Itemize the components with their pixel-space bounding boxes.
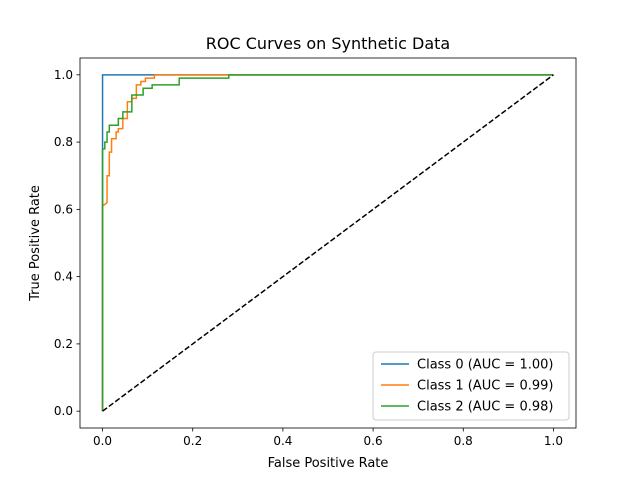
y-axis-ticks: 0.0 0.2 0.4 0.6 0.8 1.0: [54, 68, 80, 418]
legend-items: Class 0 (AUC = 1.00) Class 1 (AUC = 0.99)…: [381, 358, 553, 415]
y-tick-label: 0.6: [54, 202, 73, 216]
x-axis-ticks: 0.0 0.2 0.4 0.6 0.8 1.0: [93, 428, 563, 448]
x-tick-label: 1.0: [544, 434, 563, 448]
y-axis-label: True Positive Rate: [28, 185, 43, 302]
y-tick-label: 0.8: [54, 135, 73, 149]
y-tick-label: 0.0: [54, 404, 73, 418]
legend-label-class-1: Class 1 (AUC = 0.99): [417, 379, 553, 394]
x-tick-label: 0.0: [93, 434, 112, 448]
x-tick-label: 0.4: [273, 434, 292, 448]
series-line-class-1: [101, 74, 554, 412]
plot-area: [79, 57, 577, 429]
chance-diagonal-line: [102, 74, 554, 412]
legend-label-class-0: Class 0 (AUC = 1.00): [417, 358, 553, 373]
x-tick-label: 0.6: [364, 434, 383, 448]
legend: Class 0 (AUC = 1.00) Class 1 (AUC = 0.99)…: [372, 351, 570, 421]
series-lines: [101, 74, 554, 412]
chart-title: ROC Curves on Synthetic Data: [206, 34, 450, 53]
x-tick-label: 0.8: [454, 434, 473, 448]
plot-border: [79, 57, 577, 429]
y-tick-label: 0.4: [54, 270, 73, 284]
legend-box: [372, 351, 570, 421]
legend-label-class-2: Class 2 (AUC = 0.98): [417, 400, 553, 415]
series-line-class-2: [101, 74, 554, 412]
y-tick-label: 1.0: [54, 68, 73, 82]
x-axis-label: False Positive Rate: [268, 456, 389, 471]
y-tick-label: 0.2: [54, 337, 73, 351]
x-tick-label: 0.2: [183, 434, 202, 448]
